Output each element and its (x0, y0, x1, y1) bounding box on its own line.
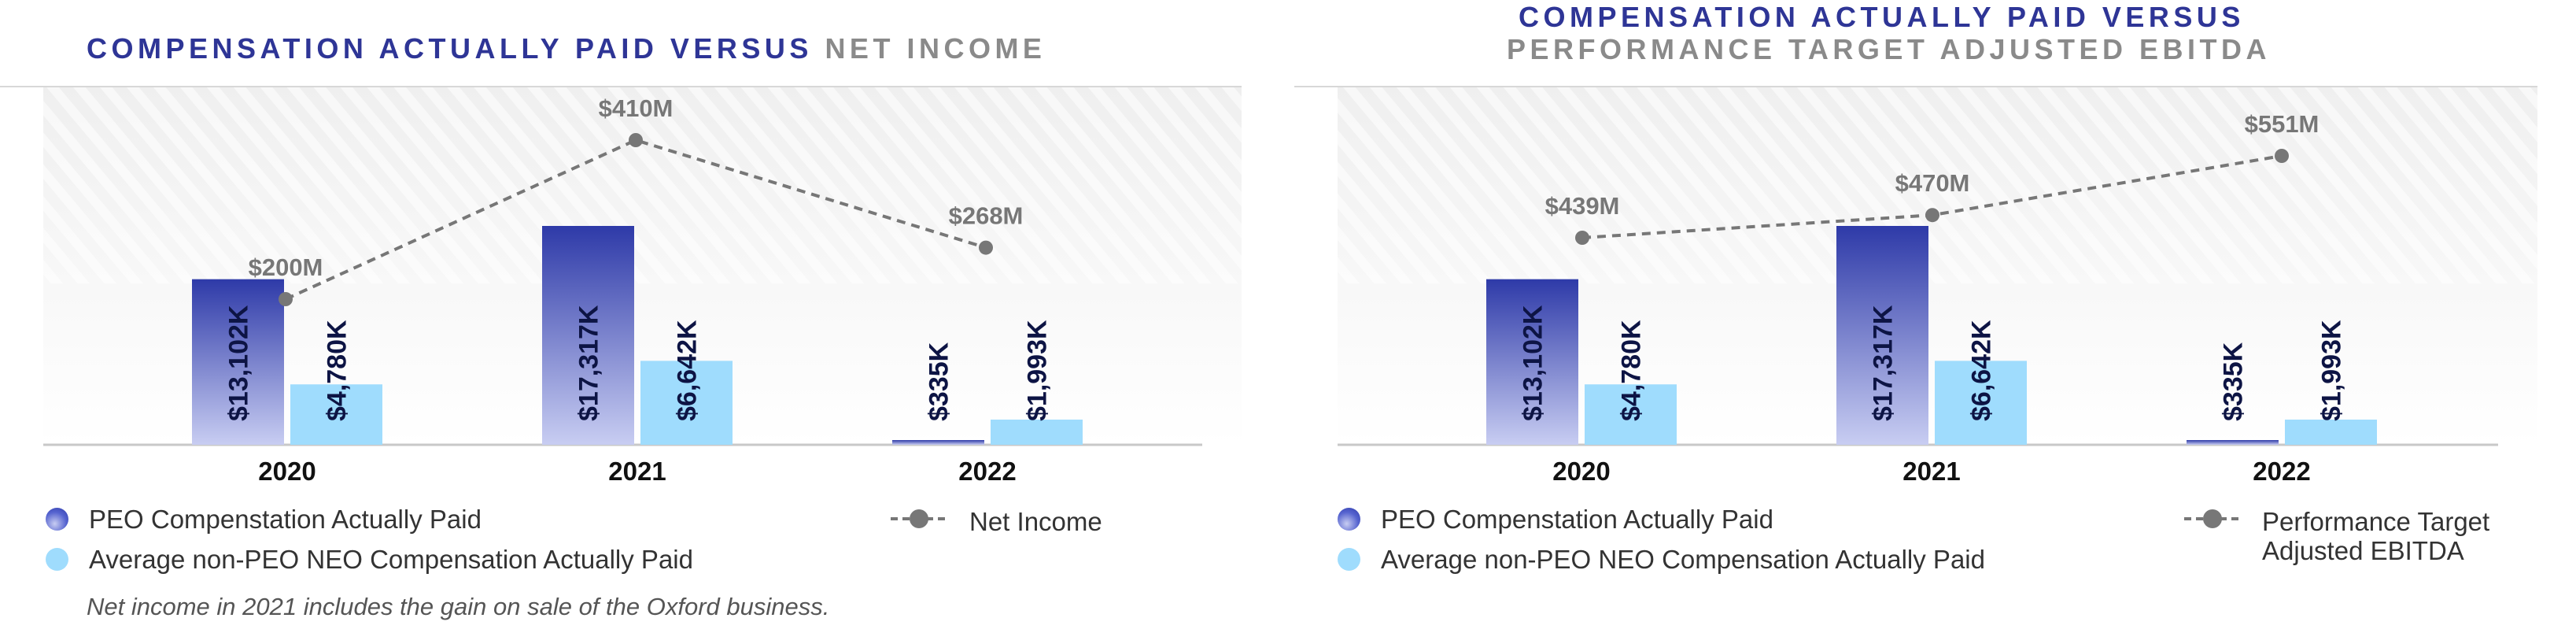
neo-bar (991, 420, 1083, 445)
chart-background-pattern (43, 87, 1242, 284)
net-income-chart: $13,102K $4,780K 2020 $17,317K $6,642K 2021 $3… (0, 86, 1242, 486)
neo-value-label: $1,993K (1023, 320, 1053, 421)
category-label: 2021 (1902, 457, 1960, 486)
ebitda-chart: $13,102K $4,780K 2020 $17,317K $6,642K 2021 $3… (1294, 86, 2537, 486)
legend-line-label-2: Adjusted EBITDA (2262, 536, 2464, 565)
neo-value-label: $4,780K (323, 320, 352, 421)
category-label: 2022 (958, 457, 1016, 486)
neo-bar (2285, 420, 2377, 445)
line-value-label: $410M (599, 94, 674, 122)
neo-bar (1585, 384, 1677, 445)
title-blue-part: COMPENSATION ACTUALLY PAID VERSUS (1519, 1, 2245, 33)
neo-value-label: $6,642K (673, 320, 703, 421)
neo-bar (290, 384, 382, 445)
title-gray-part: PERFORMANCE TARGET ADJUSTED EBITDA (1507, 33, 2272, 65)
neo-value-label: $6,642K (1967, 320, 1997, 421)
line-value-label: $200M (249, 253, 323, 281)
legend-peo: PEO Compenstation Actually Paid (46, 506, 482, 532)
legend-neo-label: Average non-PEO NEO Compensation Actuall… (89, 545, 693, 574)
legend-peo-label: PEO Compenstation Actually Paid (1381, 505, 1773, 534)
category-label: 2022 (2253, 457, 2310, 486)
legend-line-label: Net Income (969, 507, 1102, 536)
peo-value-label: $17,317K (1869, 305, 1899, 421)
line-series-path (285, 138, 987, 301)
peo-bar (1836, 226, 1928, 445)
line-point (979, 240, 993, 255)
chart-title-line-2: PERFORMANCE TARGET ADJUSTED EBITDA (1507, 35, 2271, 64)
net-income-panel: COMPENSATION ACTUALLY PAID VERSUS NET IN… (0, 0, 1243, 629)
title-blue-part: COMPENSATION ACTUALLY PAID VERSUS (87, 32, 813, 65)
neo-value-label: $4,780K (1617, 320, 1647, 421)
line-value-label: $470M (1895, 169, 1970, 197)
neo-bar (1935, 361, 2027, 445)
legend-neo: Average non-PEO NEO Compensation Actuall… (1338, 546, 1985, 572)
line-point (279, 292, 293, 306)
line-value-label: $439M (1545, 192, 1620, 220)
line-point (2275, 149, 2289, 163)
legend-peo: PEO Compenstation Actually Paid (1338, 506, 1773, 532)
line-point (1575, 231, 1589, 245)
peo-value-label: $335K (2219, 342, 2249, 421)
peo-bar (892, 440, 984, 445)
chart-title: COMPENSATION ACTUALLY PAID VERSUS NET IN… (87, 35, 1046, 63)
legend-neo-label: Average non-PEO NEO Compensation Actuall… (1381, 545, 1985, 574)
peo-value-label: $335K (924, 342, 954, 421)
neo-bar (640, 361, 733, 445)
legend-peo-label: PEO Compenstation Actually Paid (89, 505, 482, 534)
legend-neo-swatch (46, 547, 68, 571)
category-label: 2021 (608, 457, 666, 486)
legend-neo-swatch (1338, 547, 1360, 571)
legend-peo-swatch (1338, 507, 1360, 531)
title-gray-part: NET INCOME (825, 32, 1046, 65)
category-label: 2020 (1552, 457, 1610, 486)
footnote: Net income in 2021 includes the gain on … (87, 593, 830, 620)
ebitda-panel: $13,102K $4,780K 2020 $17,317K $6,642K 2021 $3… (1243, 0, 2576, 629)
line-value-label: $551M (2245, 110, 2320, 138)
line-point (629, 133, 643, 147)
legend-line-key-icon (891, 509, 947, 528)
neo-value-label: $1,993K (2317, 320, 2347, 421)
peo-value-label: $17,317K (574, 305, 604, 421)
legend-line-key-icon (2184, 509, 2241, 528)
peo-value-label: $13,102K (224, 305, 254, 421)
legend-neo: Average non-PEO NEO Compensation Actuall… (46, 546, 693, 572)
peo-bar (2187, 440, 2279, 445)
legend-peo-swatch (46, 507, 68, 531)
peo-bar (192, 279, 284, 445)
legend-line-label-1: Performance Target (2262, 507, 2490, 536)
peo-bar (1486, 279, 1578, 445)
chart-background-pattern (1338, 87, 2537, 284)
peo-bar (542, 226, 634, 445)
peo-value-label: $13,102K (1519, 305, 1548, 421)
line-point (1925, 208, 1939, 223)
category-label: 2020 (258, 457, 316, 486)
chart-title-line-1: COMPENSATION ACTUALLY PAID VERSUS (1519, 3, 2245, 31)
line-value-label: $268M (949, 202, 1024, 230)
